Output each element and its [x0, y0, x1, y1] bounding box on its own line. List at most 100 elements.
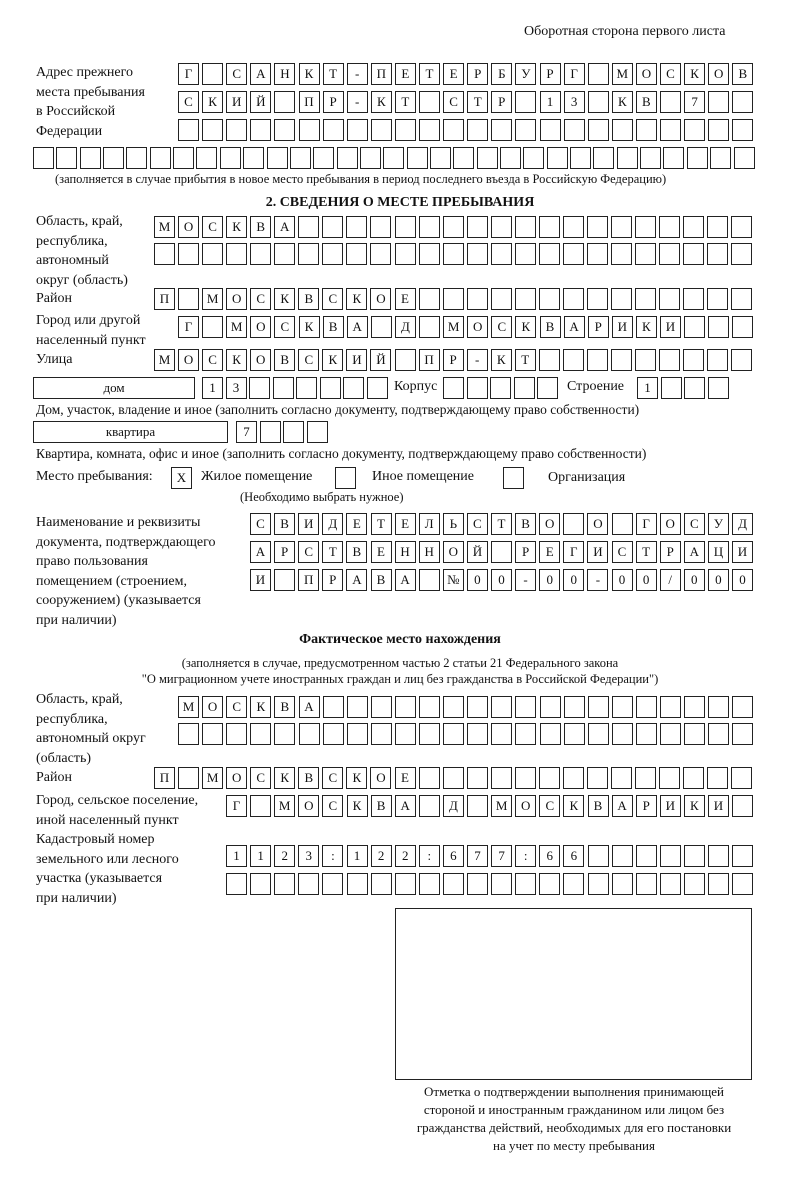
- char-cell[interactable]: [500, 147, 521, 169]
- char-cell[interactable]: В: [298, 767, 320, 789]
- char-cell[interactable]: [429, 147, 451, 169]
- char-cell[interactable]: В: [274, 513, 296, 535]
- char-cell[interactable]: [490, 377, 511, 399]
- char-cell[interactable]: [322, 243, 344, 265]
- char-cell[interactable]: [33, 147, 54, 169]
- char-cell[interactable]: [466, 767, 488, 789]
- char-cell[interactable]: [732, 723, 754, 745]
- char-cell[interactable]: [515, 119, 537, 141]
- char-cell[interactable]: [466, 288, 488, 310]
- char-cell[interactable]: [149, 147, 171, 169]
- char-cell[interactable]: 1: [226, 845, 247, 867]
- char-cell[interactable]: [79, 147, 101, 169]
- char-cell[interactable]: [635, 845, 657, 867]
- char-cell[interactable]: [394, 696, 416, 718]
- char-cell[interactable]: [610, 767, 632, 789]
- char-cell[interactable]: 0: [683, 569, 705, 591]
- char-cell[interactable]: [587, 696, 609, 718]
- char-cell[interactable]: П: [298, 91, 320, 113]
- char-cell[interactable]: Ь: [442, 513, 464, 535]
- char-cell[interactable]: А: [563, 316, 585, 338]
- char-cell[interactable]: А: [250, 63, 272, 85]
- char-cell[interactable]: [319, 377, 341, 399]
- char-cell[interactable]: М: [178, 696, 199, 718]
- char-cell[interactable]: В: [370, 569, 392, 591]
- char-cell[interactable]: [731, 288, 753, 310]
- char-cell[interactable]: :: [515, 845, 537, 867]
- char-cell[interactable]: -: [587, 569, 609, 591]
- char-cell[interactable]: [296, 377, 317, 399]
- char-cell[interactable]: М: [611, 63, 633, 85]
- char-cell[interactable]: Н: [274, 63, 296, 85]
- char-cell[interactable]: [587, 873, 609, 895]
- char-cell[interactable]: [490, 288, 512, 310]
- char-cell[interactable]: Е: [443, 63, 465, 85]
- char-cell[interactable]: Р: [539, 63, 561, 85]
- char-cell[interactable]: Т: [322, 63, 344, 85]
- char-cell[interactable]: [406, 147, 428, 169]
- char-cell[interactable]: /: [659, 569, 681, 591]
- char-cell[interactable]: [298, 723, 320, 745]
- char-cell[interactable]: В: [587, 795, 609, 817]
- char-cell[interactable]: [587, 845, 609, 867]
- char-cell[interactable]: [683, 873, 705, 895]
- apartment-type-field[interactable]: квартира: [33, 421, 228, 443]
- char-cell[interactable]: [490, 243, 512, 265]
- char-cell[interactable]: [418, 216, 440, 238]
- char-cell[interactable]: [491, 696, 513, 718]
- char-cell[interactable]: [732, 795, 754, 817]
- char-cell[interactable]: [443, 377, 464, 399]
- char-cell[interactable]: [616, 147, 638, 169]
- char-cell[interactable]: 0: [732, 569, 753, 591]
- char-cell[interactable]: Р: [322, 91, 344, 113]
- char-cell[interactable]: [226, 119, 248, 141]
- char-cell[interactable]: [707, 767, 729, 789]
- char-cell[interactable]: Е: [394, 767, 416, 789]
- char-cell[interactable]: 6: [442, 845, 464, 867]
- char-cell[interactable]: К: [274, 288, 296, 310]
- char-cell[interactable]: С: [322, 288, 344, 310]
- char-cell[interactable]: [298, 216, 320, 238]
- char-cell[interactable]: [683, 216, 705, 238]
- char-cell[interactable]: О: [515, 795, 537, 817]
- char-cell[interactable]: Г: [178, 316, 199, 338]
- char-cell[interactable]: [467, 696, 489, 718]
- char-cell[interactable]: И: [659, 795, 681, 817]
- char-cell[interactable]: [563, 873, 585, 895]
- char-cell[interactable]: -: [346, 63, 368, 85]
- char-cell[interactable]: Б: [491, 63, 513, 85]
- char-cell[interactable]: [346, 119, 368, 141]
- char-cell[interactable]: И: [298, 513, 320, 535]
- char-cell[interactable]: [732, 845, 754, 867]
- char-cell[interactable]: Р: [587, 316, 609, 338]
- char-cell[interactable]: Т: [419, 63, 440, 85]
- char-cell[interactable]: Д: [394, 316, 416, 338]
- char-cell[interactable]: :: [322, 845, 344, 867]
- char-cell[interactable]: К: [635, 316, 657, 338]
- char-cell[interactable]: [562, 767, 584, 789]
- char-cell[interactable]: [283, 421, 304, 443]
- char-cell[interactable]: Р: [322, 569, 344, 591]
- char-cell[interactable]: 0: [611, 569, 633, 591]
- char-cell[interactable]: В: [250, 216, 272, 238]
- char-cell[interactable]: 1: [250, 845, 272, 867]
- char-cell[interactable]: [274, 119, 296, 141]
- char-cell[interactable]: Р: [467, 63, 489, 85]
- char-cell[interactable]: 1: [637, 377, 658, 399]
- char-cell[interactable]: И: [250, 569, 271, 591]
- char-cell[interactable]: [250, 873, 272, 895]
- char-cell[interactable]: Й: [466, 541, 488, 563]
- char-cell[interactable]: 3: [225, 377, 247, 399]
- char-cell[interactable]: [683, 845, 705, 867]
- char-cell[interactable]: [587, 63, 609, 85]
- char-cell[interactable]: [539, 696, 561, 718]
- char-cell[interactable]: [418, 569, 440, 591]
- char-cell[interactable]: 3: [563, 91, 585, 113]
- char-cell[interactable]: [684, 696, 706, 718]
- char-cell[interactable]: [635, 723, 657, 745]
- char-cell[interactable]: [684, 119, 706, 141]
- char-cell[interactable]: [586, 216, 608, 238]
- char-cell[interactable]: [610, 216, 632, 238]
- char-cell[interactable]: [593, 147, 615, 169]
- char-cell[interactable]: [611, 873, 633, 895]
